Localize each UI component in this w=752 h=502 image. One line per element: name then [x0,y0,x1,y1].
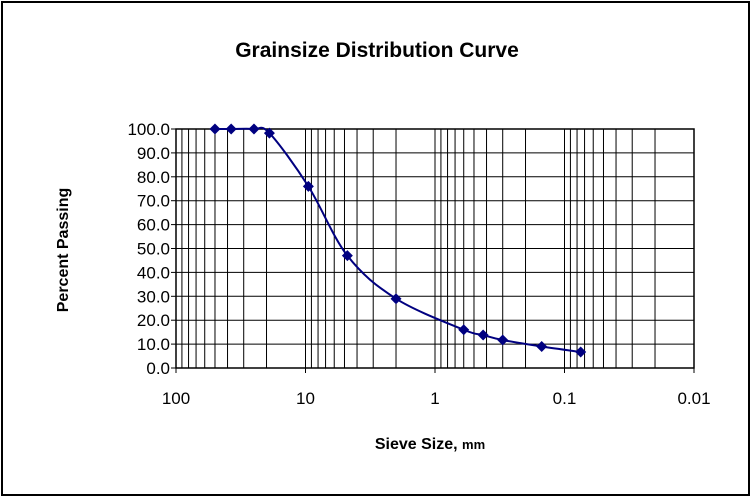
x-tick-label: 10 [296,389,315,408]
data-point [458,324,470,336]
plot-border [175,128,695,369]
x-axis-unit: mm [462,437,485,452]
chart-title: Grainsize Distribution Curve [235,39,519,62]
y-tick-label: 20.0 [137,311,170,330]
y-tick-label: 40.0 [137,263,170,282]
y-tick-label: 0.0 [146,359,170,378]
data-point [497,334,509,346]
x-axis-label: Sieve Size, mm [375,436,485,453]
data-point [536,340,548,352]
x-axis-label-text: Sieve Size, [375,436,458,453]
data-point [341,250,353,262]
y-tick-label: 90.0 [137,144,170,163]
y-tick-label: 30.0 [137,287,170,306]
data-point [225,123,237,135]
data-point [209,123,221,135]
x-tick-label: 0.1 [553,389,577,408]
y-tick-label: 50.0 [137,240,170,259]
y-tick-label: 10.0 [137,335,170,354]
data-point [248,123,260,135]
x-tick-label: 100 [162,389,190,408]
data-point [390,293,402,305]
data-point [263,127,275,139]
y-tick-label: 70.0 [137,192,170,211]
data-point [302,180,314,192]
y-tick-label: 100.0 [127,120,170,139]
y-tick-label: 60.0 [137,216,170,235]
data-point [575,346,587,358]
x-tick-label: 0.01 [677,389,710,408]
y-tick-label: 80.0 [137,168,170,187]
x-tick-label: 1 [430,389,439,408]
y-axis-label: Percent Passing [55,188,72,313]
data-point [477,329,489,341]
